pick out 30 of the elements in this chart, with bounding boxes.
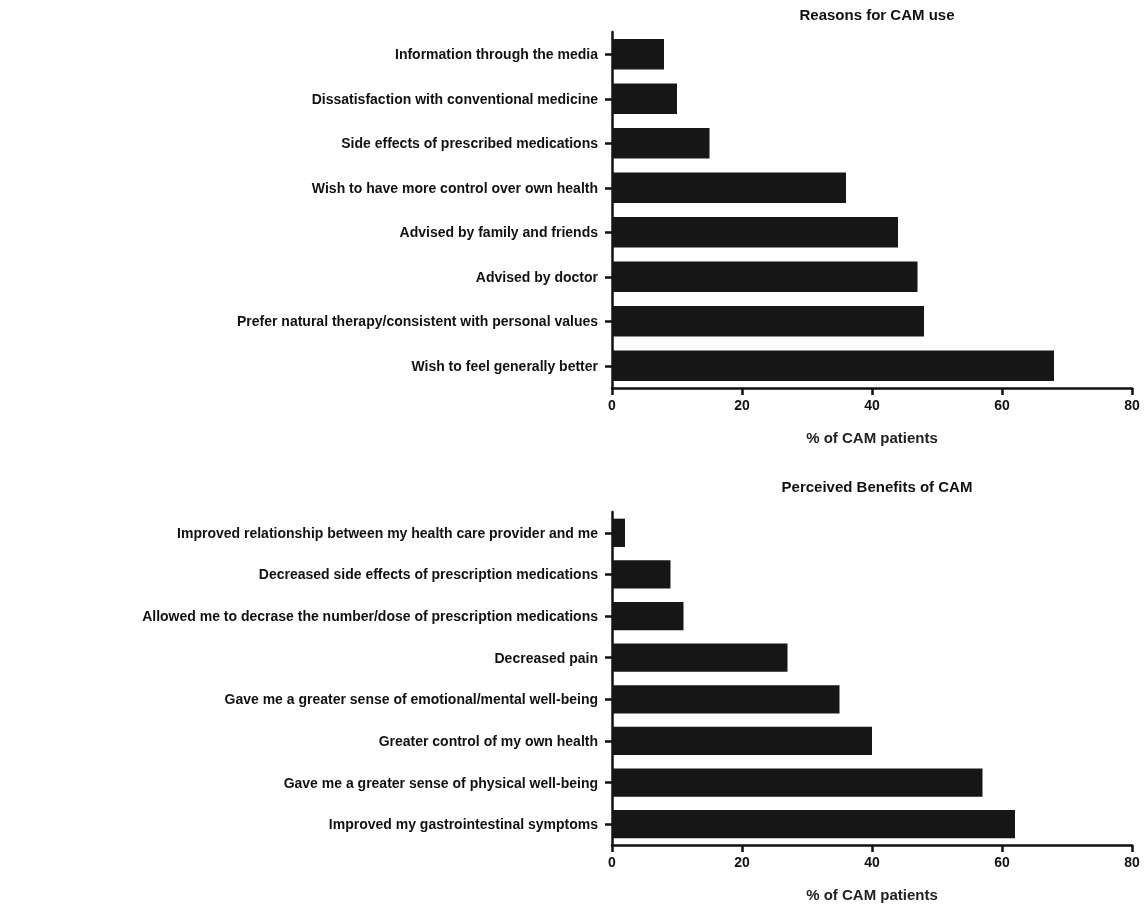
x-tick-label: 0 [608,397,617,413]
y-tick-label: Side effects of prescribed medications [341,135,599,152]
y-tick-label: Greater control of my own health [378,732,598,749]
x-tick-label: 80 [1124,397,1140,413]
y-tick-label: Information through the media [395,46,599,63]
y-tick-label: Improved relationship between my health care provider and me [177,524,599,541]
x-axis-title: % of CAM patients [806,429,938,446]
x-tick-label: 80 [1124,854,1140,870]
y-tick-label: Gave me a greater sense of physical well-being [283,774,598,791]
x-tick-label: 60 [994,397,1010,413]
x-tick-label: 20 [734,854,750,870]
y-tick-label: Decreased pain [494,649,598,666]
y-tick-label: Advised by family and friends [399,224,599,241]
y-tick-label: Allowed me to decrase the number/dose of prescription medications [142,608,599,625]
y-tick-label: Decreased side effects of prescription medications [258,566,599,583]
x-tick-label: 40 [864,397,880,413]
y-tick-label: Wish to have more control over own health [311,179,598,196]
x-tick-label: 60 [994,854,1010,870]
y-tick-label: Wish to feel generally better [411,357,599,374]
chart-title: Perceived Benefits of CAM [781,478,973,495]
y-tick-label: Improved my gastrointestinal symptoms [328,816,599,833]
x-tick-label: 40 [864,854,880,870]
y-tick-label: Dissatisfaction with conventional medicine [311,90,599,107]
y-tick-label: Prefer natural therapy/consistent with personal values [237,313,599,330]
x-tick-label: 0 [608,854,617,870]
y-tick-label: Gave me a greater sense of emotional/mental well-being [224,691,598,708]
x-axis-title: % of CAM patients [806,886,938,903]
y-tick-label: Advised by doctor [475,268,599,285]
x-tick-label: 20 [734,397,750,413]
chart-title: Reasons for CAM use [799,6,955,23]
